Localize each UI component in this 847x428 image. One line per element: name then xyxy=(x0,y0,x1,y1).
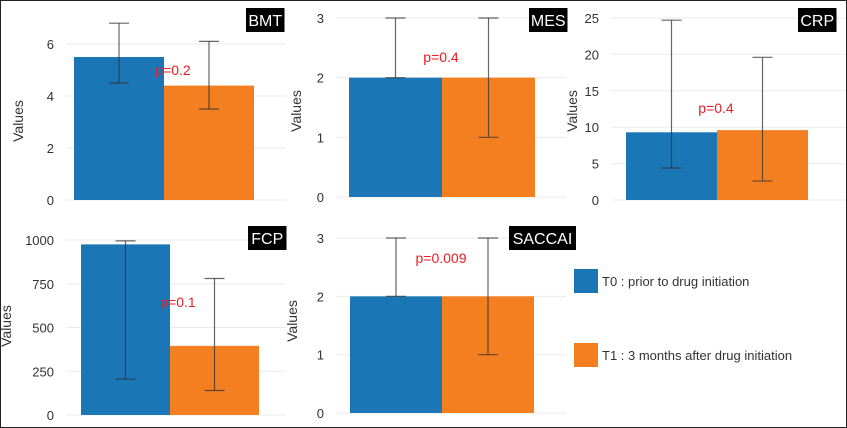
y-tick-label: 250 xyxy=(32,364,54,379)
panel-saccai: 0 1 2 3 Values p=0.009 SACCAI xyxy=(284,226,576,421)
panel-title-box xyxy=(248,226,287,250)
y-tick-label: 1 xyxy=(317,348,324,363)
y-tick-label: 500 xyxy=(32,321,54,336)
p-value-annotation: p=0.4 xyxy=(423,49,459,65)
panel-title-box xyxy=(798,8,837,32)
panel-bmt: 0 2 4 6 Values p=0.2 BMT xyxy=(10,8,286,208)
y-tick-label: 0 xyxy=(317,190,324,205)
panel-title: CRP xyxy=(800,13,834,30)
panel-title: FCP xyxy=(251,231,283,248)
y-tick-label: 2 xyxy=(317,71,324,86)
bar-t0 xyxy=(350,296,442,413)
y-tick-label: 10 xyxy=(585,120,599,135)
y-tick-label: 1 xyxy=(317,130,324,145)
panel-title-box xyxy=(246,8,285,32)
y-axis-label: Values xyxy=(564,90,580,132)
legend-swatch xyxy=(574,269,598,293)
y-tick-label: 15 xyxy=(585,84,599,99)
y-tick-label: 20 xyxy=(585,47,599,62)
legend-swatch xyxy=(574,343,598,367)
p-value-annotation: p=0.1 xyxy=(160,294,196,310)
panel-fcp: 0 250 500 750 1000 Values p=0.1 FCP xyxy=(1,226,287,423)
panel-title: BMT xyxy=(248,13,282,30)
y-tick-label: 2 xyxy=(47,141,54,156)
y-axis-label: Values xyxy=(288,90,304,132)
legend-label: T0 : prior to drug initiation xyxy=(602,274,749,289)
p-value-annotation: p=0.009 xyxy=(416,250,467,266)
y-tick-label: 2 xyxy=(317,289,324,304)
y-tick-label: 1000 xyxy=(25,233,54,248)
bar-t0 xyxy=(349,77,442,197)
y-tick-label: 4 xyxy=(47,89,54,104)
y-tick-label: 0 xyxy=(317,406,324,421)
y-tick-label: 6 xyxy=(47,37,54,52)
y-tick-label: 0 xyxy=(47,193,54,208)
panel-title: MES xyxy=(531,13,566,30)
p-value-annotation: p=0.4 xyxy=(698,100,734,116)
y-tick-label: 0 xyxy=(592,193,599,208)
panel-title: SACCAI xyxy=(513,231,573,248)
y-axis-label: Values xyxy=(1,305,14,347)
panel-mes: 0 1 2 3 Values p=0.4 MES xyxy=(288,8,568,205)
y-tick-label: 750 xyxy=(32,277,54,292)
legend-label: T1 : 3 months after drug initiation xyxy=(602,348,792,363)
y-tick-label: 5 xyxy=(592,157,599,172)
panel-title-box xyxy=(529,8,568,32)
legend: T0 : prior to drug initiation T1 : 3 mont… xyxy=(574,269,792,367)
y-tick-label: 25 xyxy=(585,11,599,26)
panel-crp: 0 5 10 15 20 25 Values p=0.4 CRP xyxy=(564,8,846,208)
y-tick-label: 3 xyxy=(317,231,324,246)
p-value-annotation: p=0.2 xyxy=(155,62,191,78)
y-axis-label: Values xyxy=(10,100,26,142)
y-tick-label: 0 xyxy=(47,408,54,423)
panel-title-box xyxy=(509,226,576,250)
y-axis-label: Values xyxy=(284,300,300,342)
y-tick-label: 3 xyxy=(317,11,324,26)
